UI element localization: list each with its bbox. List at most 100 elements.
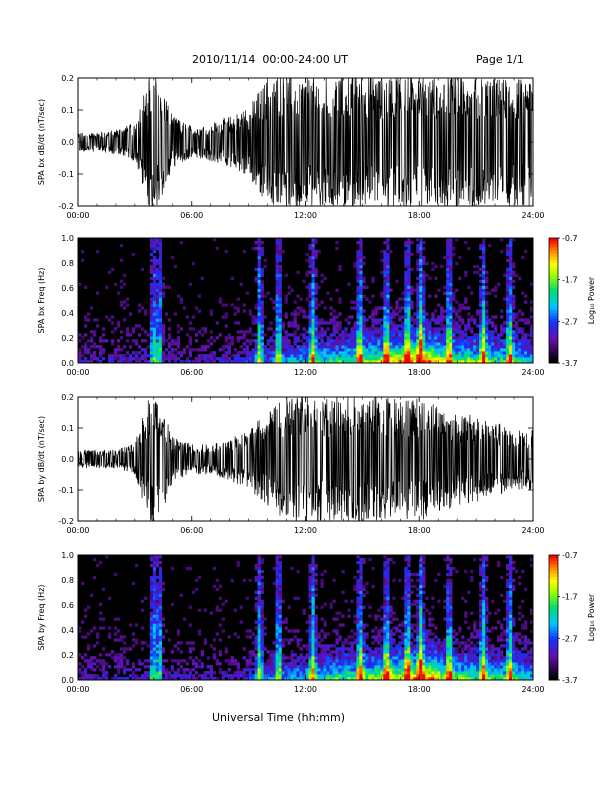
- spectrogram-cell: [170, 602, 175, 606]
- spectrogram-cell: [350, 635, 354, 639]
- spectrogram-cell: [290, 348, 294, 352]
- spectrogram-cell: [320, 581, 324, 586]
- spectrogram-cell: [407, 270, 411, 275]
- spectrogram-cell: [365, 354, 369, 358]
- spectrogram-cell: [203, 671, 208, 675]
- spectrogram-cell: [296, 348, 300, 352]
- spectrogram-cell: [416, 653, 420, 657]
- spectrogram-cell: [155, 273, 160, 277]
- spectrogram-cell: [176, 294, 181, 298]
- spectrogram-cell: [329, 659, 333, 663]
- spectrogram-cell: [359, 668, 363, 672]
- spectrogram-cell: [413, 584, 417, 589]
- spectrogram-cell: [245, 674, 249, 678]
- spectrogram-cell: [245, 659, 249, 663]
- spectrogram-cell: [446, 635, 450, 639]
- spectrogram-cell: [446, 264, 450, 269]
- spectrogram-cell: [416, 264, 420, 269]
- spectrogram-cell: [365, 297, 369, 301]
- spectrogram-cell: [305, 273, 309, 277]
- spectrogram-cell: [383, 590, 387, 594]
- spectrogram-cell: [416, 324, 420, 328]
- spectrogram-cell: [479, 291, 483, 295]
- spectrogram-cell: [395, 336, 399, 340]
- spectrogram-cell: [134, 324, 139, 328]
- spectrogram-cell: [158, 569, 163, 574]
- spectrogram-cell: [317, 665, 321, 669]
- spectrogram-cell: [110, 330, 115, 334]
- spectrogram-cell: [443, 671, 447, 675]
- spectrogram-cell: [161, 285, 166, 289]
- spectrogram-cell: [482, 270, 486, 275]
- spectrogram-cell: [311, 605, 315, 609]
- spectrogram-cell: [173, 644, 178, 648]
- spectrogram-cell: [395, 324, 399, 328]
- spectrogram-cell: [338, 665, 342, 669]
- spectrogram-cell: [78, 351, 82, 355]
- spectrogram-cell: [314, 306, 318, 310]
- spectrogram-cell: [236, 351, 240, 355]
- spectrogram-cell: [188, 641, 193, 645]
- spectrogram-cell: [461, 303, 465, 307]
- spectrogram-cell: [197, 348, 202, 352]
- spectrogram-cell: [329, 653, 333, 657]
- spectrogram-cell: [497, 339, 501, 343]
- spectrogram-cell: [389, 635, 393, 639]
- spectrogram-cell: [467, 348, 471, 352]
- spectrogram-cell: [140, 647, 145, 651]
- spectrogram-cell: [347, 348, 351, 352]
- spectrogram-cell: [254, 246, 258, 251]
- spectrogram-cell: [359, 674, 363, 678]
- spectrogram-cell: [257, 267, 261, 272]
- spectrogram-cell: [311, 261, 315, 266]
- spectrogram-cell: [257, 674, 261, 678]
- spectrogram-cell: [389, 653, 393, 657]
- spectrogram-cell: [443, 351, 447, 355]
- spectrogram-cell: [338, 360, 342, 364]
- spectrogram-cell: [107, 626, 112, 630]
- spectrogram-cell: [335, 354, 339, 358]
- spectrogram-cell: [353, 677, 357, 681]
- spectrogram-cell: [455, 662, 459, 666]
- spectrogram-cell: [410, 300, 414, 304]
- spectrogram-cell: [512, 261, 516, 266]
- spectrogram-cell: [209, 312, 213, 316]
- spectrogram-cell: [359, 641, 363, 645]
- spectrogram-cell: [305, 360, 309, 364]
- spectrogram-cell: [362, 321, 366, 325]
- spectrogram-cell: [155, 312, 160, 316]
- spectrogram-cell: [134, 641, 139, 645]
- spectrogram-cell: [269, 351, 273, 355]
- spectrogram-cell: [398, 647, 402, 651]
- spectrogram-cell: [308, 321, 312, 325]
- spectrogram-cell: [419, 662, 423, 666]
- spectrogram-cell: [512, 270, 516, 275]
- spectrogram-cell: [398, 659, 402, 663]
- spectrogram-cell: [275, 276, 279, 280]
- spectrogram-cell: [509, 315, 513, 319]
- spectrogram-cell: [446, 294, 450, 298]
- spectrogram-cell: [404, 279, 408, 283]
- spectrogram-cell: [263, 665, 267, 669]
- spectrogram-cell: [299, 306, 303, 310]
- spectrogram-cell: [407, 578, 411, 583]
- spectrogram-cell: [260, 560, 264, 565]
- spectrogram-cell: [275, 324, 279, 328]
- spectrogram-cell: [455, 647, 459, 651]
- spectrogram-cell: [356, 327, 360, 331]
- spectrogram-cell: [506, 342, 510, 346]
- spectrogram-cell: [308, 647, 312, 651]
- spectrogram-cell: [332, 354, 336, 358]
- spectrogram-cell: [461, 330, 465, 334]
- spectrogram-cell: [377, 321, 381, 325]
- spectrogram-cell: [293, 674, 297, 678]
- spectrogram-cell: [275, 312, 279, 316]
- spectrogram-cell: [152, 629, 157, 633]
- spectrogram-cell: [287, 641, 291, 645]
- spectrogram-cell: [467, 345, 471, 349]
- spectrogram-cell: [365, 581, 369, 586]
- spectrogram-cell: [362, 653, 366, 657]
- spectrogram-cell: [320, 336, 324, 340]
- spectrogram-cell: [401, 674, 405, 678]
- spectrogram-cell: [269, 662, 273, 666]
